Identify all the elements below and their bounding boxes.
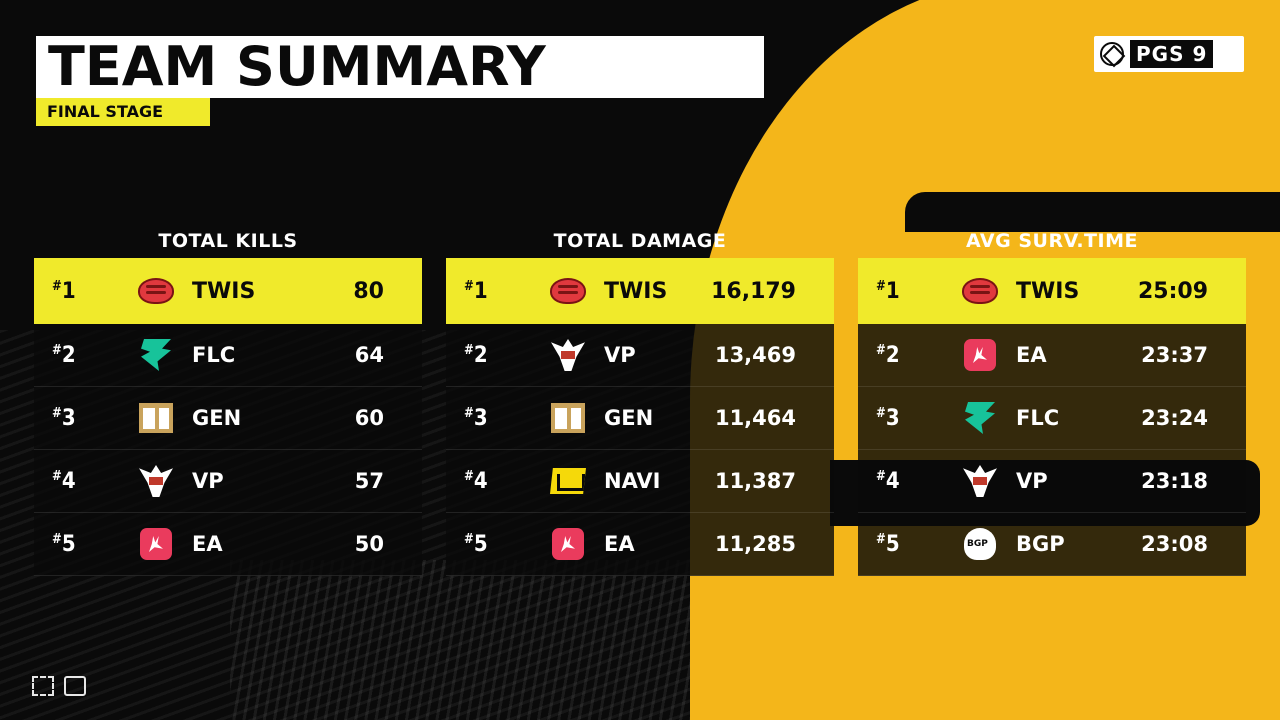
rank-label: #5 [876, 531, 900, 557]
navi-logo-icon [550, 463, 586, 499]
brand-text: PGS 9 [1130, 40, 1214, 68]
stat-panel: TOTAL KILLS #1 TWIS 80 #2 FLC 64 #3 GEN 60 #4 VP 57 #… [34, 228, 422, 576]
stat-value: 11,285 [714, 532, 796, 556]
fullscreen-icon[interactable] [32, 676, 54, 696]
twis-brain-icon [550, 273, 586, 309]
ranking-row: #5 BGP 23:08 [858, 513, 1246, 576]
team-name: FLC [192, 343, 236, 367]
team-name: GEN [192, 406, 242, 430]
rank-label: #1 [464, 278, 488, 304]
page-title: TEAM SUMMARY [36, 36, 764, 98]
rank-label: #4 [464, 468, 488, 494]
ranking-row: #1 TWIS 16,179 [446, 258, 834, 324]
brand-logo: PGS 9 [1094, 36, 1244, 72]
stat-panel: AVG SURV.TIME #1 TWIS 25:09 #2 EA 23:37 #3 FLC 23… [858, 228, 1246, 576]
pgs-emblem-icon [1100, 42, 1124, 66]
camera-icon[interactable] [64, 676, 86, 696]
twis-brain-icon [138, 273, 174, 309]
flc-falcon-icon [138, 337, 174, 373]
stat-value: 60 [354, 406, 384, 430]
panel-heading: TOTAL KILLS [158, 230, 298, 252]
rank-label: #5 [464, 531, 488, 557]
team-name: VP [604, 343, 636, 367]
ranking-row: #4 NAVI 11,387 [446, 450, 834, 513]
team-name: TWIS [192, 278, 256, 304]
team-name: TWIS [1016, 278, 1080, 304]
panel-heading: AVG SURV.TIME [966, 230, 1138, 252]
stat-value: 13,469 [714, 343, 796, 367]
ranking-row: #2 FLC 64 [34, 324, 422, 387]
background-stripes-lower [230, 560, 690, 720]
vp-horse-icon [962, 463, 998, 499]
stat-value: 23:37 [1141, 343, 1208, 367]
team-name: EA [1016, 343, 1047, 367]
stat-value: 23:24 [1141, 406, 1208, 430]
rank-label: #5 [52, 531, 76, 557]
rank-label: #2 [876, 342, 900, 368]
stat-panel: TOTAL DAMAGE #1 TWIS 16,179 #2 VP 13,469 #3 GEN 1… [446, 228, 834, 576]
rank-label: #3 [464, 405, 488, 431]
stat-value: 11,387 [714, 469, 796, 493]
black-notch-shape [905, 192, 1280, 232]
twis-brain-icon [962, 273, 998, 309]
rank-label: #4 [876, 468, 900, 494]
team-name: NAVI [604, 469, 661, 493]
team-name: VP [192, 469, 224, 493]
rank-label: #1 [52, 278, 76, 304]
stat-value: 50 [354, 532, 384, 556]
bgp-logo-icon [962, 526, 998, 562]
ea-rabbit-icon [962, 337, 998, 373]
team-name: EA [604, 532, 635, 556]
rank-label: #2 [464, 342, 488, 368]
gen-logo-icon [138, 400, 174, 436]
corner-controls [32, 676, 86, 696]
stat-value: 23:18 [1141, 469, 1208, 493]
ranking-row: #2 VP 13,469 [446, 324, 834, 387]
ranking-row: #3 FLC 23:24 [858, 387, 1246, 450]
ranking-row: #4 VP 57 [34, 450, 422, 513]
ranking-row: #5 EA 50 [34, 513, 422, 576]
rank-label: #2 [52, 342, 76, 368]
team-name: GEN [604, 406, 654, 430]
ranking-row: #1 TWIS 25:09 [858, 258, 1246, 324]
ea-rabbit-icon [550, 526, 586, 562]
team-name: TWIS [604, 278, 668, 304]
ranking-row: #5 EA 11,285 [446, 513, 834, 576]
vp-horse-icon [138, 463, 174, 499]
flc-falcon-icon [962, 400, 998, 436]
team-name: EA [192, 532, 223, 556]
team-name: VP [1016, 469, 1048, 493]
ranking-row: #4 VP 23:18 [858, 450, 1246, 513]
stat-value: 11,464 [714, 406, 796, 430]
ranking-row: #3 GEN 60 [34, 387, 422, 450]
stat-value: 64 [354, 343, 384, 367]
ranking-row: #3 GEN 11,464 [446, 387, 834, 450]
stat-value: 23:08 [1141, 532, 1208, 556]
stat-value: 16,179 [711, 278, 796, 304]
ranking-row: #1 TWIS 80 [34, 258, 422, 324]
ea-rabbit-icon [138, 526, 174, 562]
rank-label: #4 [52, 468, 76, 494]
panel-heading: TOTAL DAMAGE [553, 230, 727, 252]
team-name: BGP [1016, 532, 1065, 556]
gen-logo-icon [550, 400, 586, 436]
team-name: FLC [1016, 406, 1060, 430]
stage-badge: FINAL STAGE [36, 98, 210, 126]
stat-value: 80 [353, 278, 384, 304]
stat-value: 57 [354, 469, 384, 493]
vp-horse-icon [550, 337, 586, 373]
rank-label: #3 [52, 405, 76, 431]
rank-label: #1 [876, 278, 900, 304]
rank-label: #3 [876, 405, 900, 431]
ranking-row: #2 EA 23:37 [858, 324, 1246, 387]
stat-value: 25:09 [1137, 278, 1208, 304]
